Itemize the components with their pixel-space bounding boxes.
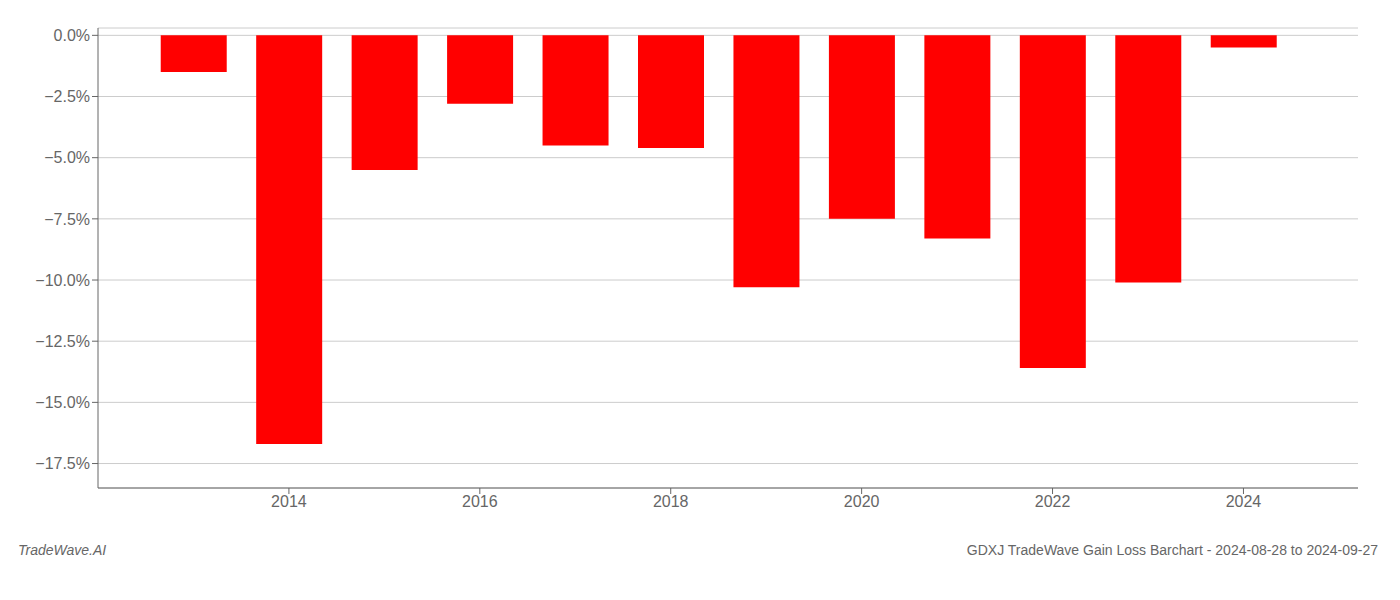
svg-text:2014: 2014: [271, 493, 307, 510]
svg-text:−15.0%: −15.0%: [35, 394, 90, 411]
svg-text:−12.5%: −12.5%: [35, 333, 90, 350]
svg-text:−5.0%: −5.0%: [44, 149, 90, 166]
svg-text:2024: 2024: [1226, 493, 1262, 510]
html-text:GDXJ TradeWave Gain Loss Barch: GDXJ TradeWave Gain Loss Barchart - 2024…: [966, 542, 1378, 558]
svg-text:−7.5%: −7.5%: [44, 211, 90, 228]
svg-text:−10.0%: −10.0%: [35, 272, 90, 289]
svg-text:2022: 2022: [1035, 493, 1071, 510]
svg-text:2016: 2016: [462, 493, 498, 510]
svg-text:0.0%: 0.0%: [54, 27, 90, 44]
svg-text:2018: 2018: [653, 493, 689, 510]
svg-text:−17.5%: −17.5%: [35, 455, 90, 472]
svg-text:2020: 2020: [844, 493, 880, 510]
svg-text:−2.5%: −2.5%: [44, 88, 90, 105]
html-text:TradeWave.AI: TradeWave.AI: [18, 542, 107, 558]
